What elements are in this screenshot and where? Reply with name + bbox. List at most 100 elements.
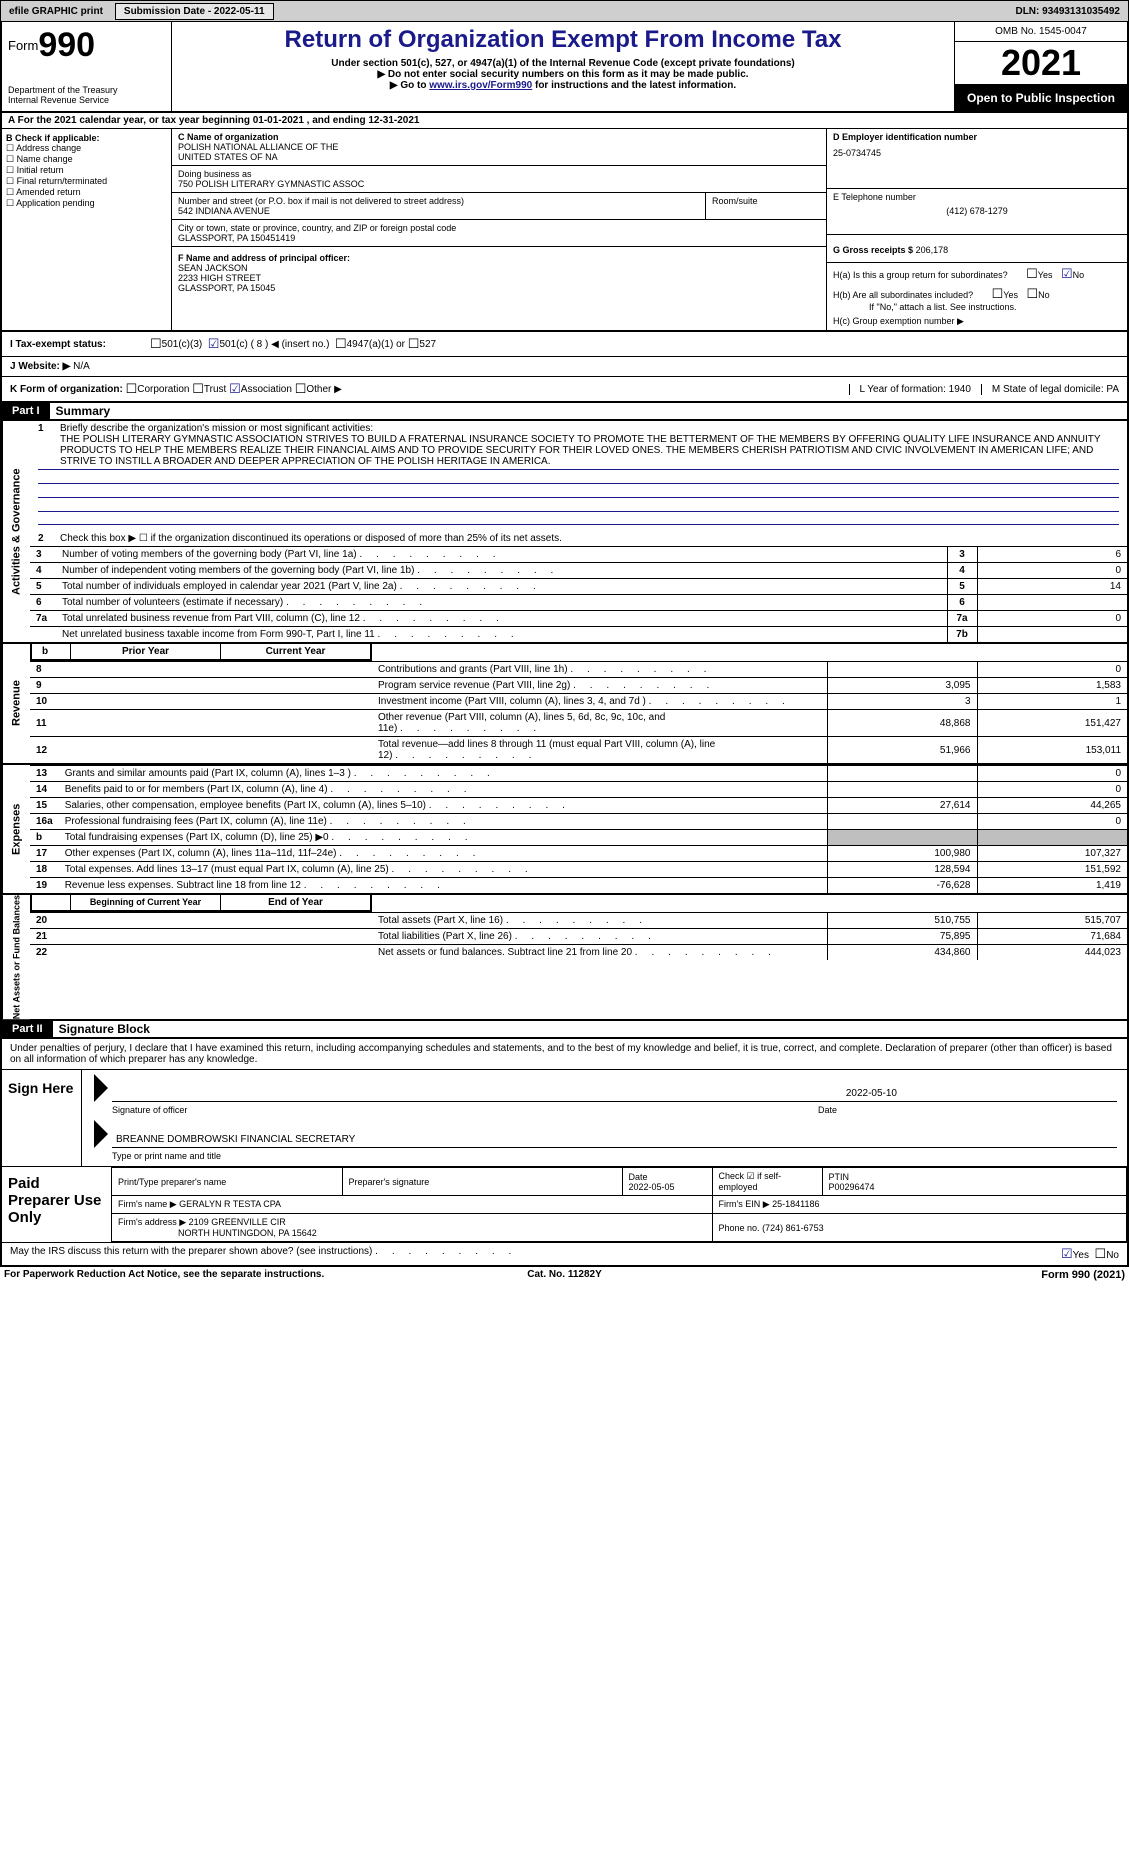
signature-block: Under penalties of perjury, I declare th… xyxy=(0,1039,1129,1267)
activities-table: 3Number of voting members of the governi… xyxy=(30,546,1127,642)
begin-year-hdr: Beginning of Current Year xyxy=(70,895,220,910)
form-number: Form990 xyxy=(8,26,165,65)
org-name-label: C Name of organization xyxy=(178,132,820,142)
ptin-label: PTIN xyxy=(829,1172,850,1182)
current-year-hdr: Current Year xyxy=(220,644,370,659)
form990-link[interactable]: www.irs.gov/Form990 xyxy=(429,80,532,91)
mission-rule-1 xyxy=(38,469,1119,483)
table-row: 7aTotal unrelated business revenue from … xyxy=(30,611,1127,627)
chk-application-pending[interactable]: Application pending xyxy=(6,198,167,209)
submission-date-btn[interactable]: Submission Date - 2022-05-11 xyxy=(115,3,274,20)
hb-label: H(b) Are all subordinates included? xyxy=(833,290,973,300)
discuss-row: May the IRS discuss this return with the… xyxy=(2,1242,1127,1265)
sig-date-value: 2022-05-10 xyxy=(846,1088,897,1099)
chk-other[interactable] xyxy=(295,381,307,397)
h-a-row: H(a) Is this a group return for subordin… xyxy=(833,266,1121,282)
open-public-badge: Open to Public Inspection xyxy=(955,85,1127,111)
state-domicile: M State of legal domicile: PA xyxy=(981,384,1119,395)
table-row: 3Number of voting members of the governi… xyxy=(30,547,1127,563)
footer-left: For Paperwork Reduction Act Notice, see … xyxy=(4,1269,324,1281)
printed-name-line: BREANNE DOMBROWSKI FINANCIAL SECRETARY T… xyxy=(112,1120,1117,1148)
city-label: City or town, state or province, country… xyxy=(178,223,820,233)
sign-here-grid: Sign Here Signature of officer 2022-05-1… xyxy=(2,1070,1127,1166)
netassets-section: Net Assets or Fund Balances Beginning of… xyxy=(0,895,1129,1021)
firm-phone-label: Phone no. xyxy=(719,1223,760,1233)
table-row: 17Other expenses (Part IX, column (A), l… xyxy=(30,846,1127,862)
part-i-title: Summary xyxy=(50,404,111,418)
mission-rule-2 xyxy=(38,483,1119,497)
sig-officer-label: Signature of officer xyxy=(112,1105,187,1115)
website-label: J Website: ▶ xyxy=(10,361,70,372)
street-label: Number and street (or P.O. box if mail i… xyxy=(178,196,699,206)
activities-tab: Activities & Governance xyxy=(2,421,30,642)
table-row: bTotal fundraising expenses (Part IX, co… xyxy=(30,830,1127,846)
dept-treasury: Department of the Treasury xyxy=(8,85,165,95)
footer-row: For Paperwork Reduction Act Notice, see … xyxy=(0,1267,1129,1283)
chk-501c[interactable] xyxy=(208,336,220,352)
footer-right-pre: Form xyxy=(1041,1269,1072,1281)
footer-mid: Cat. No. 11282Y xyxy=(527,1269,601,1280)
hb-yes[interactable] xyxy=(992,290,1004,300)
row-k: K Form of organization: Corporation Trus… xyxy=(0,377,1129,403)
h-b-row: H(b) Are all subordinates included? Yes … xyxy=(833,286,1121,302)
sub3-post: for instructions and the latest informat… xyxy=(532,80,736,91)
opt-trust: Trust xyxy=(204,384,226,395)
line-a-text: For the 2021 calendar year, or tax year … xyxy=(18,115,420,126)
org-name-1: POLISH NATIONAL ALLIANCE OF THE xyxy=(178,142,820,152)
form-header: Form990 Department of the Treasury Inter… xyxy=(0,22,1129,113)
ein-value: 25-0734745 xyxy=(833,148,1121,158)
ptin-value: P00296474 xyxy=(829,1182,875,1192)
footer-right-bold: 990 xyxy=(1072,1269,1090,1281)
entity-block: B Check if applicable: Address change Na… xyxy=(0,129,1129,332)
table-row: 6Total number of volunteers (estimate if… xyxy=(30,595,1127,611)
hb-no[interactable] xyxy=(1026,290,1038,300)
triangle-icon-2 xyxy=(94,1120,108,1148)
chk-assoc[interactable] xyxy=(229,381,241,397)
chk-trust[interactable] xyxy=(192,381,204,397)
preparer-table: Print/Type preparer's name Preparer's si… xyxy=(112,1167,1127,1242)
prep-selfemp-label: Check ☑ if self-employed xyxy=(712,1168,822,1196)
table-row: 5Total number of individuals employed in… xyxy=(30,579,1127,595)
sign-here-label: Sign Here xyxy=(2,1070,82,1166)
table-row: 18Total expenses. Add lines 13–17 (must … xyxy=(30,862,1127,878)
firm-phone-value: (724) 861-6753 xyxy=(762,1223,824,1233)
chk-address-change[interactable]: Address change xyxy=(6,143,167,154)
chk-name-change[interactable]: Name change xyxy=(6,154,167,165)
opt-corp: Corporation xyxy=(137,384,189,395)
city-value: GLASSPORT, PA 150451419 xyxy=(178,233,820,243)
chk-final-return[interactable]: Final return/terminated xyxy=(6,176,167,187)
mission-text: THE POLISH LITERARY GYMNASTIC ASSOCIATIO… xyxy=(60,434,1100,467)
line-2: 2Check this box ▶ ☐ if the organization … xyxy=(30,531,1127,546)
opt-501c3: 501(c)(3) xyxy=(162,339,203,350)
discuss-no[interactable] xyxy=(1095,1250,1107,1261)
ha-no[interactable] xyxy=(1061,270,1073,280)
expenses-section: Expenses 13Grants and similar amounts pa… xyxy=(0,765,1129,895)
sig-date-label: Date xyxy=(818,1105,837,1115)
prep-date-label: Date xyxy=(629,1172,648,1182)
triangle-icon xyxy=(94,1074,108,1102)
tax-status-label: I Tax-exempt status: xyxy=(10,339,150,350)
chk-corp[interactable] xyxy=(126,381,138,397)
chk-amended-return[interactable]: Amended return xyxy=(6,187,167,198)
discuss-yes[interactable] xyxy=(1061,1250,1073,1261)
chk-initial-return[interactable]: Initial return xyxy=(6,165,167,176)
table-row: 11Other revenue (Part VIII, column (A), … xyxy=(30,710,1127,737)
ha-yes[interactable] xyxy=(1026,270,1038,280)
chk-4947[interactable] xyxy=(335,336,347,352)
firm-name-value: GERALYN R TESTA CPA xyxy=(179,1199,281,1209)
form-word: Form xyxy=(8,38,38,53)
header-sub2: Do not enter social security numbers on … xyxy=(182,69,944,80)
officer-label: F Name and address of principal officer: xyxy=(178,253,820,263)
opt-527: 527 xyxy=(419,339,436,350)
revenue-table: bPrior YearCurrent Year 8Contributions a… xyxy=(30,644,1127,763)
chk-527[interactable] xyxy=(408,336,420,352)
opt-other: Other ▶ xyxy=(306,384,341,395)
header-sub3: Go to www.irs.gov/Form990 for instructio… xyxy=(182,80,944,91)
ein-label: D Employer identification number xyxy=(833,132,1121,142)
revenue-tab: Revenue xyxy=(2,644,30,763)
line-a: A For the 2021 calendar year, or tax yea… xyxy=(0,113,1129,129)
phone-label: E Telephone number xyxy=(833,192,1121,202)
chk-501c3[interactable] xyxy=(150,336,162,352)
table-row: 16aProfessional fundraising fees (Part I… xyxy=(30,814,1127,830)
expenses-table: 13Grants and similar amounts paid (Part … xyxy=(30,765,1127,893)
